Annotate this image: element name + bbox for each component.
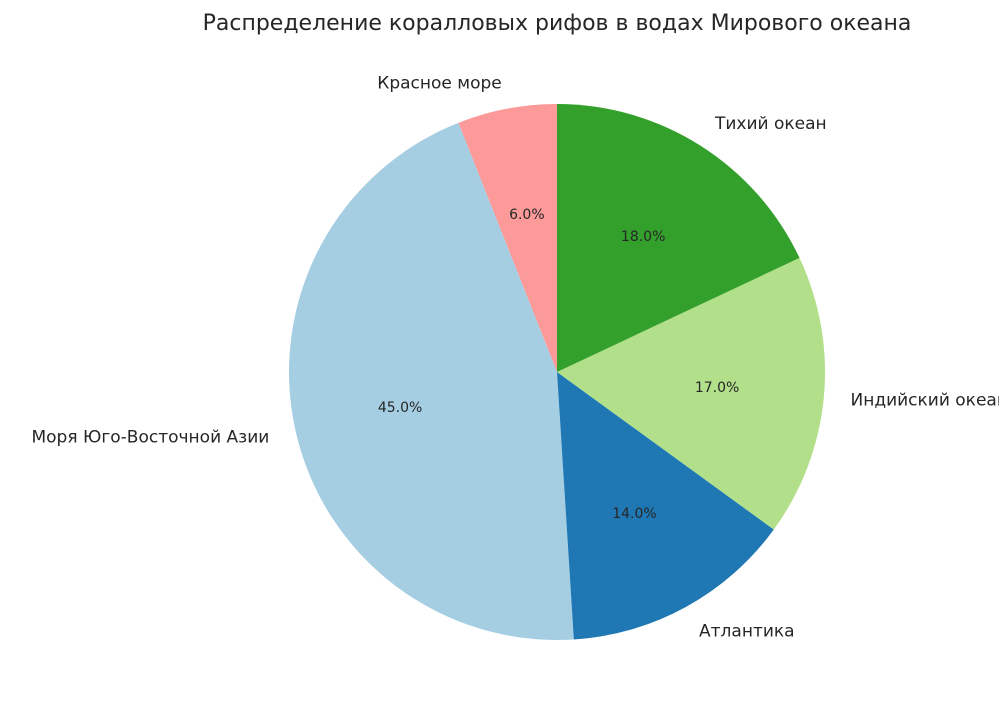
pie-wedges — [288, 104, 825, 641]
slice-category-label: Индийский океан — [850, 391, 999, 411]
pie-slice — [557, 372, 774, 640]
slice-percent-label: 18.0% — [621, 229, 665, 245]
slice-percent-label: 17.0% — [695, 380, 739, 396]
pie-slice — [557, 257, 825, 530]
slice-percent-label: 45.0% — [378, 400, 422, 416]
slice-percent-label: 14.0% — [612, 506, 656, 522]
slice-category-label: Тихий океан — [714, 114, 827, 134]
slice-percent-label: 6.0% — [509, 207, 545, 223]
pie-slice — [288, 122, 574, 641]
pie-slice — [557, 104, 800, 372]
slice-category-label: Моря Юго-Восточной Азии — [31, 427, 269, 447]
slice-category-label: Красное море — [377, 73, 501, 93]
chart-title: Распределение коралловых рифов в водах М… — [203, 11, 912, 36]
pie-labels: 6.0% Красное море 45.0% Моря Юго-Восточной … — [31, 73, 999, 641]
pie-slice — [458, 104, 557, 372]
slice-category-label: Атлантика — [699, 621, 795, 641]
